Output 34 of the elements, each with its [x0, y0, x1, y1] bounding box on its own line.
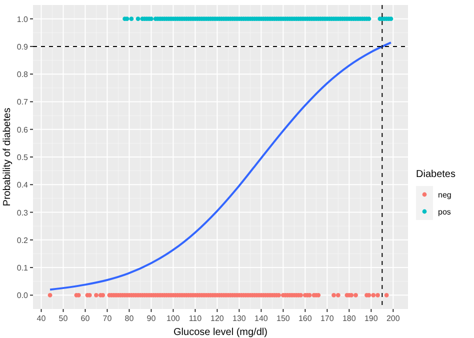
legend-title: Diabetes [416, 169, 456, 180]
x-tick-label: 160 [298, 314, 312, 323]
y-tick-label: 0.3 [16, 208, 29, 218]
x-tick-label: 80 [124, 314, 134, 323]
line-series [49, 42, 392, 291]
x-tick-label: 150 [276, 314, 290, 323]
y-tick-label: 0.0 [16, 291, 29, 300]
y-tick-label: 1.0 [16, 14, 29, 24]
y-tick-label: 0.1 [16, 264, 29, 273]
x-tick-label: 200 [386, 314, 400, 323]
x-tick-label: 50 [58, 314, 68, 323]
y-axis-title: Probability of diabetes [2, 108, 13, 206]
x-tick-label: 90 [146, 314, 156, 323]
y-tick-label: 0.8 [16, 70, 29, 80]
y-tick-label: 0.9 [16, 42, 29, 52]
y-tick-label: 0.7 [16, 98, 29, 107]
x-tick-label: 110 [188, 314, 202, 323]
x-tick-label: 100 [166, 314, 180, 323]
y-tick-label: 0.4 [16, 180, 29, 190]
y-tick-label: 0.6 [16, 125, 29, 134]
x-tick-label: 60 [80, 314, 90, 323]
x-tick-label: 130 [232, 314, 246, 323]
legend-label: pos [438, 208, 451, 216]
x-tick-label: 40 [36, 314, 46, 323]
x-axis-title: Glucose level (mg/dl) [174, 327, 268, 338]
x-tick-label: 120 [210, 314, 224, 323]
legend-label: neg [438, 190, 452, 200]
x-tick-label: 170 [320, 314, 334, 323]
y-tick-label: 0.2 [16, 236, 29, 245]
x-tick-label: 190 [364, 314, 378, 323]
y-tick-label: 0.5 [16, 153, 29, 162]
x-tick-label: 180 [342, 314, 356, 323]
x-tick-label: 70 [102, 314, 112, 323]
x-tick-label: 140 [254, 314, 268, 323]
